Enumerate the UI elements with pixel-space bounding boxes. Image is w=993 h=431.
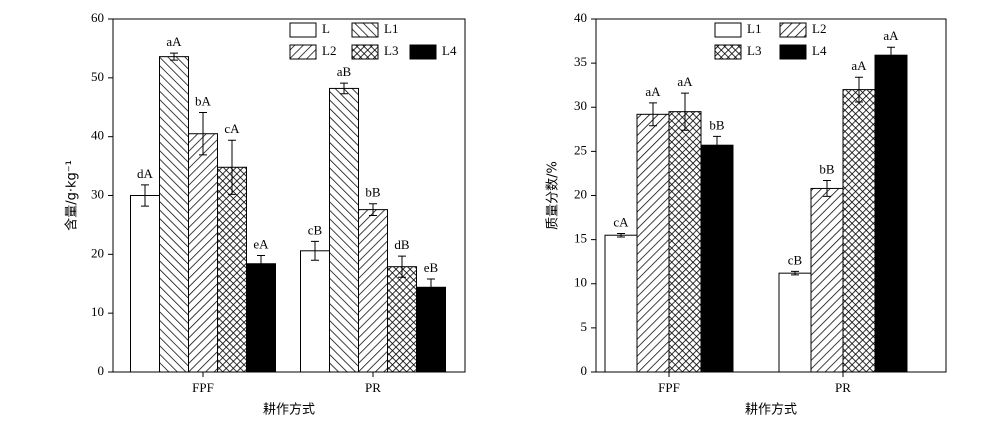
legend-label: L4	[442, 43, 457, 58]
significance-letter: aA	[883, 28, 899, 43]
legend-swatch	[409, 44, 437, 60]
significance-letter: aA	[677, 74, 693, 89]
error-bar	[141, 184, 149, 207]
legend-label: L1	[747, 21, 761, 36]
bar	[217, 166, 247, 373]
legend-label: L2	[322, 43, 336, 58]
error-bar	[649, 102, 657, 127]
error-bar	[170, 52, 178, 61]
significance-letter: cB	[788, 252, 803, 267]
error-bar	[311, 240, 319, 261]
error-bar	[713, 135, 721, 155]
bar	[246, 263, 276, 373]
error-bar	[617, 232, 625, 238]
y-tick-label: 30	[91, 186, 104, 201]
y-tick-label: 40	[574, 10, 587, 25]
error-bar	[427, 278, 435, 297]
significance-letter: eA	[253, 236, 269, 251]
significance-letter: eB	[424, 260, 439, 275]
x-tick-label: PR	[835, 380, 851, 395]
y-tick-label: 25	[574, 142, 587, 157]
significance-letter: bB	[365, 185, 381, 200]
legend-label: L3	[384, 43, 398, 58]
error-bar	[855, 76, 863, 103]
x-axis-label: 耕作方式	[263, 402, 315, 418]
significance-letter: dA	[137, 166, 154, 181]
significance-letter: aB	[337, 64, 352, 79]
significance-letter: cA	[224, 121, 240, 136]
bar	[668, 111, 702, 373]
x-axis-label: 耕作方式	[745, 402, 797, 418]
error-bar	[257, 255, 265, 273]
y-tick-label: 40	[91, 128, 104, 143]
bar	[416, 286, 446, 373]
bar	[188, 133, 218, 373]
bar	[874, 54, 908, 373]
significance-letter: bA	[195, 94, 212, 109]
legend-swatch	[714, 22, 742, 38]
error-bar	[340, 82, 348, 95]
error-bar	[791, 270, 799, 276]
significance-letter: bB	[819, 161, 835, 176]
legend-label: L	[322, 21, 330, 36]
significance-letter: aA	[645, 84, 661, 99]
significance-letter: dB	[394, 237, 410, 252]
error-bar	[398, 255, 406, 278]
significance-letter: bB	[709, 117, 725, 132]
bar	[604, 234, 638, 373]
y-tick-label: 15	[574, 231, 587, 246]
bar	[159, 56, 189, 373]
bar	[700, 144, 734, 373]
y-tick-label: 20	[91, 245, 104, 260]
y-tick-label: 10	[91, 304, 104, 319]
bar	[300, 250, 330, 373]
bar	[130, 195, 160, 373]
error-bar	[823, 179, 831, 197]
bar	[636, 113, 670, 373]
legend-label: L2	[812, 21, 826, 36]
y-axis-label: 含量/g·kg⁻¹	[64, 160, 80, 231]
significance-letter: cA	[613, 214, 629, 229]
legend-swatch	[351, 44, 379, 60]
bar	[387, 266, 417, 373]
bar	[329, 87, 359, 373]
y-tick-label: 10	[574, 275, 587, 290]
bar	[778, 272, 812, 373]
legend-swatch	[779, 44, 807, 60]
y-tick-label: 0	[98, 363, 105, 378]
x-tick-label: PR	[365, 380, 381, 395]
significance-letter: aA	[166, 34, 182, 49]
error-bar	[369, 203, 377, 217]
legend-swatch	[289, 22, 317, 38]
y-tick-label: 50	[91, 69, 104, 84]
significance-letter: cB	[308, 222, 323, 237]
y-axis-label: 质量分数/%	[546, 161, 561, 230]
legend-swatch	[779, 22, 807, 38]
error-bar	[199, 112, 207, 156]
legend-label: L1	[384, 21, 398, 36]
y-tick-label: 0	[581, 363, 588, 378]
legend-swatch	[351, 22, 379, 38]
significance-letter: aA	[851, 58, 867, 73]
error-bar	[887, 46, 895, 64]
legend-swatch	[714, 44, 742, 60]
y-tick-label: 35	[574, 54, 587, 69]
error-bar	[228, 139, 236, 195]
error-bar	[681, 92, 689, 131]
bar	[810, 187, 844, 373]
y-tick-label: 20	[574, 186, 587, 201]
bar	[358, 209, 388, 373]
y-tick-label: 5	[581, 319, 588, 334]
x-tick-label: FPF	[192, 380, 214, 395]
y-tick-label: 60	[91, 10, 104, 25]
legend-label: L4	[812, 43, 827, 58]
bar	[842, 89, 876, 373]
y-tick-label: 30	[574, 98, 587, 113]
legend-label: L3	[747, 43, 761, 58]
x-tick-label: FPF	[658, 380, 680, 395]
legend-swatch	[289, 44, 317, 60]
